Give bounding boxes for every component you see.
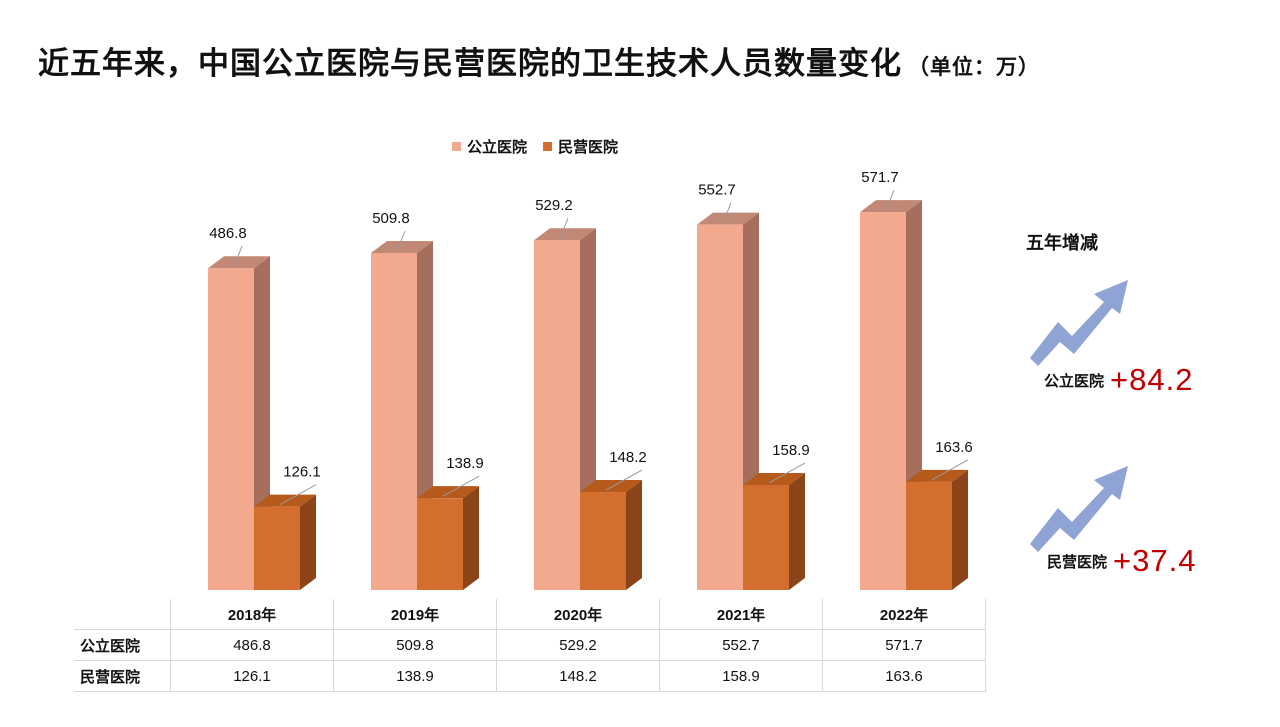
bar-chart: 486.8 126.1 509.8 138.9 529.2 148.2 552.7 158.9… — [208, 169, 973, 591]
trend-up-arrow-icon — [1030, 466, 1128, 552]
table-row-private: 民营医院 126.1 138.9 148.2 158.9 163.6 — [74, 660, 986, 692]
legend-label-public: 公立医院 — [467, 138, 528, 156]
bar-public — [697, 224, 743, 591]
page-title: 近五年来，中国公立医院与民营医院的卫生技术人员数量变化 （单位：万） — [38, 38, 1040, 83]
table-cell: 158.9 — [659, 660, 823, 692]
data-label-private: 158.9 — [772, 442, 810, 459]
bar-top-private — [743, 472, 805, 485]
data-label-leader — [931, 459, 969, 481]
data-label-leader — [396, 230, 406, 252]
bar-private — [906, 481, 952, 590]
table-header-cell: 2019年 — [333, 599, 497, 630]
table-cell: 148.2 — [496, 660, 660, 692]
bar-top-public — [860, 200, 922, 213]
bar-side-private — [626, 480, 642, 590]
table-row-label: 民营医院 — [74, 660, 171, 692]
bar-top-private — [254, 494, 316, 507]
table-cell: 486.8 — [170, 629, 334, 661]
data-label-leader — [768, 462, 806, 484]
title-unit: （单位：万） — [908, 55, 1040, 79]
data-label-leader — [233, 246, 243, 267]
table-header-row: 2018年 2019年 2020年 2021年 2022年 — [74, 599, 986, 630]
table-header-cell: 2021年 — [659, 599, 823, 630]
legend-item-public: 公立医院 — [452, 136, 527, 157]
bar-private — [743, 484, 789, 590]
table-cell: 509.8 — [333, 629, 497, 661]
data-label-leader — [605, 469, 643, 491]
data-label-leader — [722, 202, 732, 223]
change-row-private: 民营医院 +37.4 — [1047, 543, 1196, 579]
bar-side-private — [300, 494, 316, 590]
data-label-public: 509.8 — [372, 210, 410, 227]
bar-top-public — [534, 228, 596, 241]
data-label-public: 552.7 — [698, 182, 736, 199]
legend-swatch-public — [452, 142, 461, 151]
table-cell: 552.7 — [659, 629, 823, 661]
bar-top-private — [580, 480, 642, 493]
trend-up-arrow-icon — [1030, 280, 1128, 366]
data-label-public: 571.7 — [861, 169, 899, 186]
bar-side-private — [952, 469, 968, 590]
table-row-label: 公立医院 — [74, 629, 171, 661]
table-header-cell: 2022年 — [822, 599, 986, 630]
bar-public — [534, 240, 580, 591]
bar-top-public — [371, 241, 433, 254]
table-header-cell: 2020年 — [496, 599, 660, 630]
data-label-public: 529.2 — [535, 197, 573, 214]
data-label-public: 486.8 — [209, 225, 247, 242]
table-row-public: 公立医院 486.8 509.8 529.2 552.7 571.7 — [74, 629, 986, 661]
data-label-leader — [279, 484, 317, 506]
change-row-public: 公立医院 +84.2 — [1044, 362, 1193, 398]
table-cell: 163.6 — [822, 660, 986, 692]
data-label-private: 148.2 — [609, 449, 647, 466]
legend-item-private: 民营医院 — [543, 136, 618, 157]
legend-swatch-private — [543, 142, 553, 151]
data-label-private: 126.1 — [283, 464, 321, 481]
data-label-leader — [885, 189, 895, 211]
bar-side-private — [789, 472, 805, 590]
bar-private — [580, 492, 626, 590]
title-text: 近五年来，中国公立医院与民营医院的卫生技术人员数量变化 — [38, 46, 902, 82]
bar-public — [208, 268, 254, 590]
bar-top-public — [697, 212, 759, 225]
table-corner — [74, 599, 171, 630]
data-label-private: 163.6 — [935, 439, 973, 456]
bar-private — [254, 506, 300, 590]
data-table: 2018年 2019年 2020年 2021年 2022年 公立医院 486.8… — [74, 599, 986, 692]
bar-top-private — [417, 486, 479, 499]
bar-top-public — [208, 256, 270, 269]
bar-private — [417, 498, 463, 590]
data-label-leader — [442, 475, 480, 497]
bar-side-private — [463, 486, 479, 590]
change-title: 五年增减 — [1026, 233, 1098, 254]
legend-label-private: 民营医院 — [558, 138, 619, 156]
change-value: +84.2 — [1110, 362, 1194, 397]
bar-public — [860, 212, 906, 590]
bar-public — [371, 253, 417, 590]
table-cell: 529.2 — [496, 629, 660, 661]
table-cell: 126.1 — [170, 660, 334, 692]
change-label: 公立医院 — [1044, 371, 1105, 390]
change-label: 民营医院 — [1047, 552, 1108, 571]
data-label-private: 138.9 — [446, 455, 484, 472]
chart-legend: 公立医院 民营医院 — [452, 136, 618, 157]
table-header-cell: 2018年 — [170, 599, 334, 630]
change-value: +37.4 — [1113, 543, 1197, 578]
table-cell: 571.7 — [822, 629, 986, 661]
table-cell: 138.9 — [333, 660, 497, 692]
data-label-leader — [559, 218, 569, 239]
bar-top-private — [906, 469, 968, 482]
